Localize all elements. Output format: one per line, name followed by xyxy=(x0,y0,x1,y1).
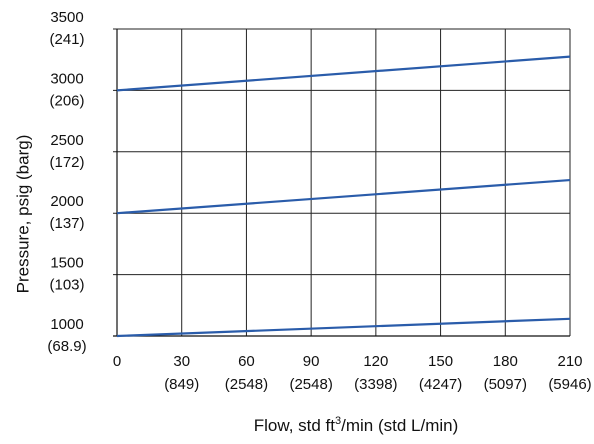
x-tick-label: 150 xyxy=(428,353,453,370)
y-tick-label: 2500 xyxy=(50,132,83,149)
series-line-3 xyxy=(116,55,571,92)
y-tick-label: 2000 xyxy=(50,193,83,210)
x-tick-sublabel: (5946) xyxy=(548,376,591,393)
x-axis-label-sup: 3 xyxy=(335,415,341,427)
series-line-1 xyxy=(116,317,571,338)
x-tick-sublabel: (849) xyxy=(164,376,199,393)
y-axis-label: Pressure, psig (barg) xyxy=(13,135,32,294)
y-tick-sublabel: (206) xyxy=(49,92,84,109)
x-tick-sublabel: (2548) xyxy=(225,376,268,393)
x-axis-label-tail: /min (std L/min) xyxy=(341,416,458,435)
x-tick-label: 30 xyxy=(173,353,190,370)
y-tick-label: 3500 xyxy=(50,9,83,26)
x-tick-labels: 0 30 (849) 60 (2548) 90 (2548) 120 (3398) 150 (424… xyxy=(113,353,592,393)
y-tick-label: 1000 xyxy=(50,316,83,333)
y-tick-sublabel: (103) xyxy=(49,277,84,294)
x-tick-label: 210 xyxy=(557,353,582,370)
y-tick-label: 3000 xyxy=(50,70,83,87)
x-tick-label: 120 xyxy=(363,353,388,370)
series xyxy=(116,55,571,338)
y-tick-label: 1500 xyxy=(50,255,83,272)
y-tick-sublabel: (68.9) xyxy=(47,338,86,355)
x-tick-sublabel: (4247) xyxy=(419,376,462,393)
y-tick-sublabel: (172) xyxy=(49,154,84,171)
grid xyxy=(113,28,571,336)
x-tick-label: 0 xyxy=(113,353,121,370)
axes xyxy=(113,29,570,337)
series-line-2 xyxy=(116,178,571,215)
x-tick-sublabel: (2548) xyxy=(289,376,332,393)
y-tick-labels: 1000 (68.9) 1500 (103) 2000 (137) 2500 (172) 300… xyxy=(47,9,86,355)
y-tick-sublabel: (241) xyxy=(49,31,84,48)
x-tick-label: 90 xyxy=(303,353,320,370)
x-tick-label: 60 xyxy=(238,353,255,370)
x-axis-label: Flow, std ft3/min (std L/min) xyxy=(254,415,459,435)
x-tick-sublabel: (3398) xyxy=(354,376,397,393)
y-tick-sublabel: (137) xyxy=(49,215,84,232)
x-tick-label: 180 xyxy=(493,353,518,370)
x-tick-sublabel: (5097) xyxy=(484,376,527,393)
x-axis-label-main: Flow, std ft xyxy=(254,416,336,435)
